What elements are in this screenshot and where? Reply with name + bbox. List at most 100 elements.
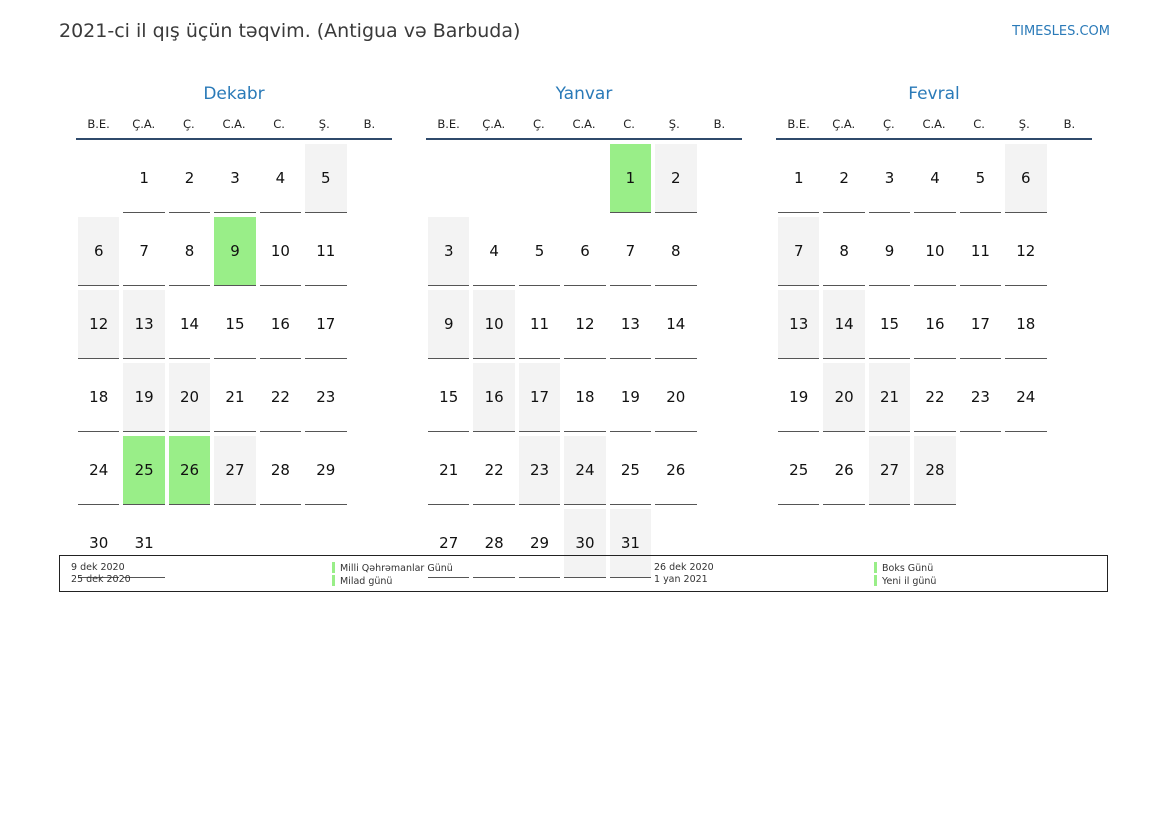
holiday-color-marker xyxy=(332,575,335,586)
day-cell: 18 xyxy=(564,363,606,432)
weekday-label: Ç.A. xyxy=(482,117,506,131)
day-cell: 18 xyxy=(1005,290,1047,359)
day-cell: 28 xyxy=(914,436,956,505)
day-cell: 2 xyxy=(823,144,865,213)
day-grid: 1 2 3 4 5 6 7 8 9 10 11 12 13 14 15 16 17 18 19 20 21 22 23 24 2… xyxy=(426,144,742,582)
day-cell: 15 xyxy=(214,290,256,359)
day-cell: 12 xyxy=(564,290,606,359)
legend-names-right: Boks Günü Yeni il günü xyxy=(874,562,936,588)
day-cell: 5 xyxy=(959,144,1002,213)
month-name: Yanvar xyxy=(555,84,613,104)
day-cell: 9 xyxy=(214,217,256,286)
day-cell: 9 xyxy=(868,217,911,286)
weekday-label: Ç. xyxy=(883,117,895,131)
legend-holiday-name: Yeni il günü xyxy=(882,576,937,587)
day-cell: 14 xyxy=(168,290,211,359)
legend-date: 9 dek 2020 xyxy=(71,562,125,573)
day-cell: 8 xyxy=(168,217,211,286)
day-cell: 13 xyxy=(123,290,165,359)
day-cell: 31 xyxy=(609,509,652,578)
day-cell: 3 xyxy=(868,144,911,213)
month-name: Dekabr xyxy=(203,84,265,104)
weekday-label: B. xyxy=(1063,117,1076,131)
day-cell: 19 xyxy=(123,363,165,432)
month-block: Fevral B.E. Ç.A. Ç. C.A. C. Ş. B. 1 2 3 4 5 6 7 8 9 10 11 1… xyxy=(776,82,1092,509)
legend-date: 25 dek 2020 xyxy=(71,574,131,585)
legend-names-left: Milli Qəhrəmanlar Günü Milad günü xyxy=(332,562,453,588)
weekday-label: B. xyxy=(713,117,726,131)
weekday-label: C.A. xyxy=(922,117,946,131)
day-cell: 13 xyxy=(609,290,652,359)
day-cell: 20 xyxy=(655,363,697,432)
day-cell: 20 xyxy=(168,363,211,432)
day-cell: 10 xyxy=(914,217,956,286)
day-cell: 3 xyxy=(428,217,470,286)
weekday-label: C.A. xyxy=(222,117,246,131)
day-cell: 14 xyxy=(655,290,697,359)
day-cell: 16 xyxy=(259,290,302,359)
day-cell: 22 xyxy=(914,363,956,432)
legend-holiday-name: Milad günü xyxy=(340,576,393,587)
day-cell: 11 xyxy=(305,217,347,286)
day-cell: 27 xyxy=(868,436,911,505)
day-cell: 22 xyxy=(473,436,515,505)
day-cell: 8 xyxy=(823,217,865,286)
day-cell: 23 xyxy=(959,363,1002,432)
day-cell: 23 xyxy=(518,436,561,505)
day-cell: 6 xyxy=(1005,144,1047,213)
weekday-label: Ç. xyxy=(183,117,195,131)
day-cell: 16 xyxy=(914,290,956,359)
day-cell: 12 xyxy=(78,290,120,359)
day-cell: 9 xyxy=(428,290,470,359)
day-cell: 27 xyxy=(214,436,256,505)
holiday-color-marker xyxy=(874,575,877,586)
day-cell: 26 xyxy=(823,436,865,505)
weekday-header: B.E. Ç.A. Ç. C.A. C. Ş. B. xyxy=(776,116,1092,140)
day-cell: 4 xyxy=(914,144,956,213)
day-cell: 12 xyxy=(1005,217,1047,286)
brand-link[interactable]: TIMESLES.COM xyxy=(1012,24,1110,39)
weekday-header: B.E. Ç.A. Ç. C.A. C. Ş. B. xyxy=(426,116,742,140)
weekday-label: Ç.A. xyxy=(832,117,856,131)
day-cell: 24 xyxy=(78,436,120,505)
day-cell: 17 xyxy=(959,290,1002,359)
weekday-label: B.E. xyxy=(787,117,810,131)
day-cell: 27 xyxy=(428,509,470,578)
day-grid: 1 2 3 4 5 6 7 8 9 10 11 12 13 14 15 16 17 18 19 20 21 22 23 24 2… xyxy=(776,144,1092,509)
legend-date: 1 yan 2021 xyxy=(654,574,708,585)
day-cell: 26 xyxy=(168,436,211,505)
weekday-label: Ç. xyxy=(533,117,545,131)
day-cell: 17 xyxy=(518,363,561,432)
day-cell: 8 xyxy=(655,217,697,286)
day-cell: 14 xyxy=(823,290,865,359)
weekday-label: C.A. xyxy=(572,117,596,131)
day-cell: 7 xyxy=(609,217,652,286)
holiday-legend: 9 dek 2020 25 dek 2020 Milli Qəhrəmanlar… xyxy=(59,555,1108,592)
day-cell: 19 xyxy=(778,363,820,432)
weekday-label: C. xyxy=(973,117,985,131)
day-cell: 26 xyxy=(655,436,697,505)
weekday-label: C. xyxy=(273,117,285,131)
weekday-label: Ş. xyxy=(318,117,330,131)
weekday-label: Ç.A. xyxy=(132,117,156,131)
day-cell: 25 xyxy=(778,436,820,505)
day-cell: 4 xyxy=(259,144,302,213)
day-cell: 21 xyxy=(428,436,470,505)
day-cell: 1 xyxy=(123,144,165,213)
day-cell: 24 xyxy=(564,436,606,505)
day-cell: 23 xyxy=(305,363,347,432)
day-cell: 5 xyxy=(518,217,561,286)
day-cell: 19 xyxy=(609,363,652,432)
day-cell: 15 xyxy=(868,290,911,359)
day-cell: 25 xyxy=(123,436,165,505)
legend-holiday-name: Milli Qəhrəmanlar Günü xyxy=(340,563,453,574)
month-block: Dekabr B.E. Ç.A. Ç. C.A. C. Ş. B. 1 2 3 4 5 6 7 8 9 10 11 1… xyxy=(76,82,392,582)
weekday-label: B. xyxy=(363,117,376,131)
day-cell: 29 xyxy=(305,436,347,505)
legend-date: 26 dek 2020 xyxy=(654,562,714,573)
day-cell: 2 xyxy=(655,144,697,213)
weekday-label: B.E. xyxy=(87,117,110,131)
empty-day-cell xyxy=(519,144,560,213)
day-cell: 7 xyxy=(123,217,165,286)
legend-holiday-name: Boks Günü xyxy=(882,563,934,574)
